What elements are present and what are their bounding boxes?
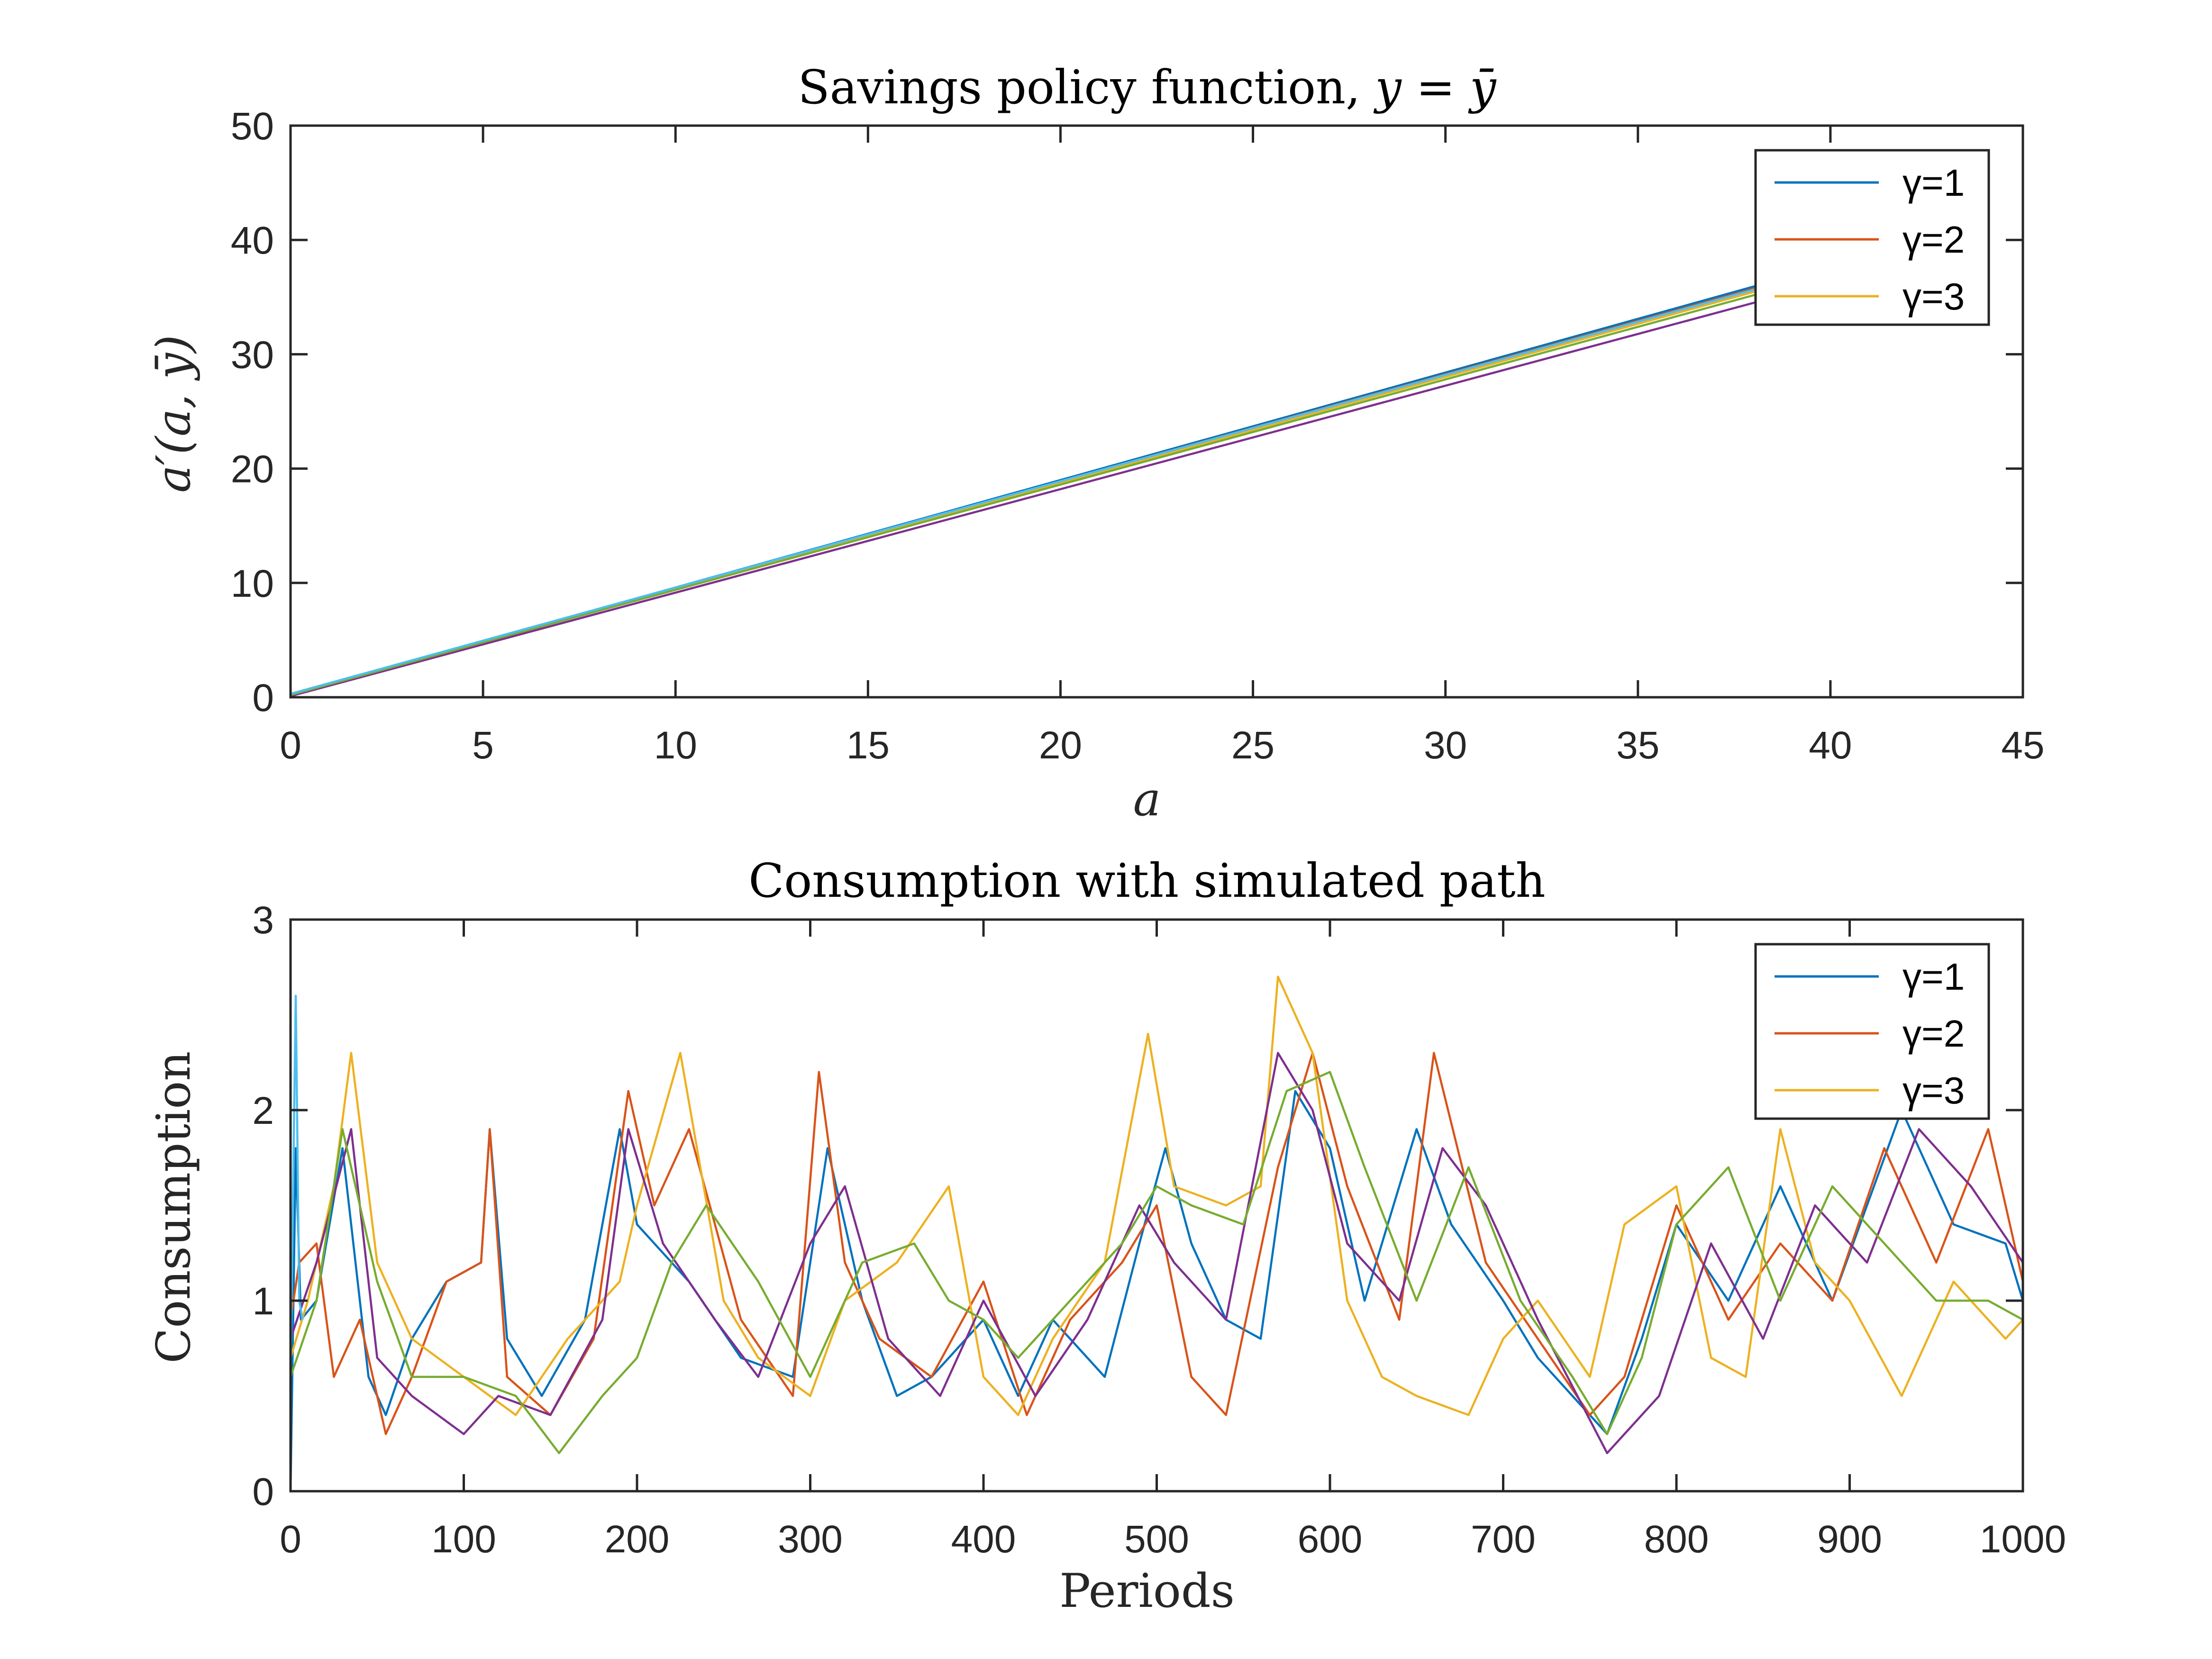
series-line-4 <box>291 281 1831 697</box>
x-tick-label: 600 <box>1298 1518 1363 1561</box>
chart1-title-math: y = ȳ <box>1373 61 1497 115</box>
x-tick-label: 0 <box>280 1518 301 1561</box>
chart2-series-group <box>291 975 2023 1491</box>
x-tick-label: 25 <box>1231 724 1274 767</box>
x-tick-label: 1000 <box>1980 1518 2066 1561</box>
x-tick-label: 300 <box>778 1518 843 1561</box>
chart2-x-axis-label: Periods <box>1059 1564 1235 1618</box>
y-tick-label: 40 <box>231 219 274 262</box>
x-tick-label: 200 <box>605 1518 670 1561</box>
chart1-y-axis-label: a′(a, ȳ) <box>147 335 201 492</box>
legend-label: γ=1 <box>1903 956 1965 998</box>
series-line-5 <box>291 1071 2023 1454</box>
legend-label: γ=2 <box>1903 219 1965 261</box>
legend-label: γ=2 <box>1903 1012 1965 1055</box>
chart2-legend: γ=1 γ=2 γ=3 <box>1754 943 1990 1120</box>
x-tick-label: 15 <box>847 724 890 767</box>
chart2-title: Consumption with simulated path <box>748 854 1545 908</box>
consumption-chart: Consumption with simulated path 0 100 200 3… <box>147 854 2066 1618</box>
chart1-ticks-group: 0 5 10 15 20 25 30 35 40 45 0 10 20 30 40 50 <box>231 105 2045 767</box>
series-line-6 <box>291 994 304 1377</box>
chart1-title: Savings policy function, y = ȳ <box>798 61 1497 115</box>
x-tick-label: 5 <box>472 724 494 767</box>
series-line-6 <box>291 267 1831 695</box>
chart1-legend: γ=1 γ=2 γ=3 <box>1754 149 1990 326</box>
x-tick-label: 900 <box>1817 1518 1882 1561</box>
x-tick-label: 500 <box>1124 1518 1189 1561</box>
y-tick-label: 1 <box>252 1280 274 1323</box>
chart1-x-axis-label: a <box>1133 773 1161 827</box>
x-tick-label: 35 <box>1616 724 1659 767</box>
x-tick-label: 40 <box>1809 724 1852 767</box>
x-tick-label: 10 <box>654 724 697 767</box>
x-tick-label: 20 <box>1039 724 1082 767</box>
x-tick-label: 700 <box>1471 1518 1536 1561</box>
y-tick-label: 10 <box>231 562 274 605</box>
chart2-y-axis-label: Consumption <box>147 1051 201 1363</box>
x-tick-label: 30 <box>1424 724 1467 767</box>
y-tick-label: 20 <box>231 448 274 491</box>
legend-label: γ=3 <box>1903 275 1965 318</box>
y-tick-label: 30 <box>231 333 274 376</box>
y-tick-label: 3 <box>252 899 274 942</box>
x-tick-label: 400 <box>951 1518 1016 1561</box>
x-tick-label: 800 <box>1644 1518 1709 1561</box>
y-tick-label: 0 <box>252 1470 274 1513</box>
x-tick-label: 100 <box>431 1518 496 1561</box>
y-tick-label: 2 <box>252 1089 274 1132</box>
chart1-series-group <box>291 264 1831 697</box>
series-line-2 <box>291 1052 2023 1435</box>
series-line-5 <box>291 273 1831 696</box>
savings-policy-chart: Savings policy function, y = ȳ 0 5 10 15 20 2… <box>147 61 2045 827</box>
series-line-3 <box>291 975 2023 1416</box>
y-tick-label: 50 <box>231 105 274 148</box>
chart1-title-text: Savings policy function, <box>798 61 1375 115</box>
legend-label: γ=3 <box>1903 1069 1965 1112</box>
x-tick-label: 45 <box>2001 724 2044 767</box>
legend-label: γ=1 <box>1903 162 1965 204</box>
y-tick-label: 0 <box>252 676 274 720</box>
chart2-ticks-group: 0 100 200 300 400 500 600 700 800 900 1000 0 1 2 3 <box>252 899 2066 1561</box>
x-tick-label: 0 <box>280 724 301 767</box>
chart1-axes-box <box>289 124 2024 699</box>
series-line-4 <box>291 1052 2023 1454</box>
